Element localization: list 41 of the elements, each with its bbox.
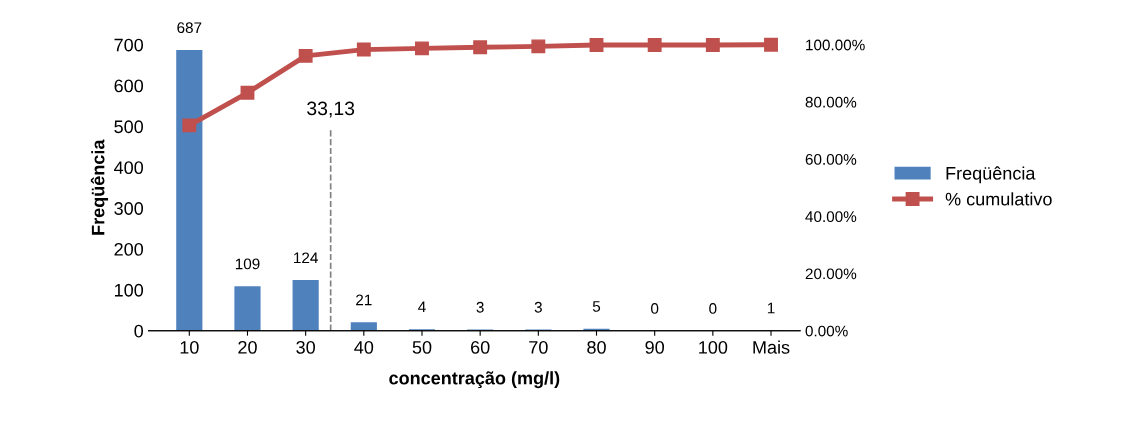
data-label: 3: [534, 301, 542, 313]
data-label: 4: [418, 301, 426, 313]
y-tick-label: 200: [114, 242, 144, 256]
y-tick-label: 700: [114, 38, 144, 52]
y-axis-title: Freqüência: [90, 139, 109, 235]
y-tick-label: 300: [114, 202, 144, 215]
x-tick-label: 20: [238, 340, 257, 354]
x-tick-label: 100: [699, 340, 728, 354]
annotation: 33,13: [307, 101, 355, 118]
data-label: 0: [709, 303, 717, 314]
y2-tick-label: 40.00%: [805, 211, 857, 223]
legend-label: Freqüência: [946, 166, 1036, 184]
y-tick-label: 400: [114, 161, 144, 175]
x-tick-label: 70: [529, 340, 548, 354]
y-tick-label: 600: [114, 79, 144, 93]
y-tick-label: 0: [134, 324, 144, 338]
x-tick-label: 10: [180, 340, 199, 354]
x-axis-title: concentração (mg/l): [389, 371, 560, 389]
x-tick-label: 30: [296, 340, 315, 354]
y2-tick-label: 20.00%: [805, 268, 857, 280]
x-tick-label: 40: [354, 340, 374, 354]
y2-tick-label: 100.00%: [806, 39, 865, 51]
data-label: 0: [651, 303, 659, 314]
x-tick-label: 90: [645, 340, 665, 354]
x-tick-label: Mais: [753, 340, 790, 354]
y2-tick-label: 80.00%: [805, 96, 857, 108]
data-label: 124: [294, 252, 318, 264]
x-tick-label: 50: [412, 340, 432, 354]
y2-tick-label: 0.00%: [805, 325, 848, 337]
y-tick-label: 500: [114, 120, 144, 134]
y-tick-label: 100: [114, 283, 144, 297]
x-tick-label: 60: [471, 340, 490, 354]
data-label: 3: [476, 301, 484, 313]
data-label: 5: [592, 301, 601, 312]
data-label: 1: [767, 302, 775, 314]
data-label: 21: [356, 294, 372, 306]
x-tick-label: 80: [587, 340, 606, 354]
y2-tick-label: 60.00%: [805, 154, 857, 165]
data-label: 109: [235, 258, 260, 270]
legend-label: % cumulativo: [945, 192, 1052, 206]
data-label: 687: [177, 22, 202, 34]
